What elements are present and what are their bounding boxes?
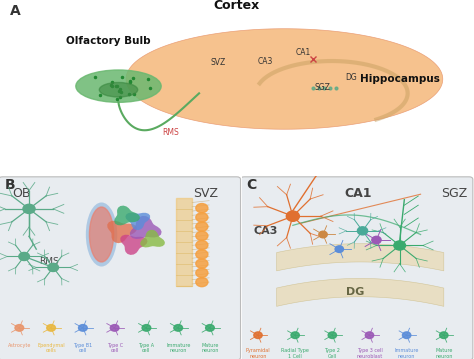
Text: CA3: CA3: [253, 227, 278, 237]
Text: Type B1
cell: Type B1 cell: [73, 342, 92, 353]
Text: Hippocampus: Hippocampus: [360, 74, 440, 84]
FancyBboxPatch shape: [241, 177, 473, 359]
Text: CA1: CA1: [296, 47, 311, 57]
Polygon shape: [122, 233, 148, 254]
Text: RMS: RMS: [39, 257, 58, 266]
Text: CA1: CA1: [344, 187, 372, 200]
Text: Type 3 cell
neuroblast: Type 3 cell neuroblast: [356, 348, 383, 359]
Circle shape: [357, 227, 368, 235]
Text: CA3: CA3: [258, 56, 273, 66]
Text: Pyramidal
neuron: Pyramidal neuron: [246, 348, 270, 359]
Circle shape: [206, 325, 214, 331]
Ellipse shape: [86, 202, 117, 266]
Circle shape: [47, 325, 55, 331]
Circle shape: [174, 325, 182, 331]
Circle shape: [365, 332, 374, 339]
Polygon shape: [277, 279, 444, 306]
Circle shape: [48, 264, 58, 271]
Circle shape: [196, 268, 208, 278]
Text: SGZ: SGZ: [441, 187, 468, 200]
Polygon shape: [126, 210, 151, 228]
Circle shape: [23, 204, 35, 214]
Circle shape: [15, 325, 24, 331]
Text: SGZ: SGZ: [314, 83, 330, 93]
Circle shape: [99, 83, 137, 97]
Text: Type C
cell: Type C cell: [107, 342, 123, 353]
Polygon shape: [129, 219, 162, 242]
Circle shape: [196, 259, 208, 268]
Polygon shape: [115, 206, 140, 227]
Text: DG: DG: [345, 73, 356, 82]
Text: C: C: [246, 178, 256, 192]
Text: SVZ: SVZ: [210, 58, 226, 67]
Text: Type 2
Cell: Type 2 Cell: [324, 348, 340, 359]
Polygon shape: [107, 221, 137, 243]
Circle shape: [196, 213, 208, 222]
Text: Astrocyte: Astrocyte: [8, 342, 31, 348]
Circle shape: [79, 325, 87, 331]
Text: OB: OB: [12, 187, 31, 200]
Text: Immature
neuron: Immature neuron: [166, 342, 191, 353]
Circle shape: [328, 332, 337, 339]
Text: Mature
neuron: Mature neuron: [435, 348, 453, 359]
Circle shape: [196, 278, 208, 287]
Circle shape: [254, 332, 262, 339]
Bar: [176, 198, 192, 286]
Text: SVZ: SVZ: [193, 187, 219, 200]
Text: DG: DG: [346, 287, 365, 297]
Circle shape: [335, 246, 344, 252]
Polygon shape: [277, 244, 444, 271]
Circle shape: [142, 325, 151, 331]
Polygon shape: [126, 29, 443, 129]
Circle shape: [402, 332, 411, 339]
Text: Cortex: Cortex: [214, 0, 260, 12]
Text: Mature
neuron: Mature neuron: [201, 342, 219, 353]
Circle shape: [110, 325, 119, 331]
Text: RMS: RMS: [162, 128, 179, 137]
Circle shape: [394, 241, 405, 250]
Circle shape: [196, 250, 208, 259]
Text: Type A
cell: Type A cell: [138, 342, 155, 353]
FancyBboxPatch shape: [0, 177, 240, 359]
Text: Olfactory Bulb: Olfactory Bulb: [66, 36, 151, 46]
Circle shape: [196, 204, 208, 213]
Circle shape: [372, 236, 381, 244]
Circle shape: [76, 70, 161, 102]
Circle shape: [319, 231, 327, 238]
Text: A: A: [9, 4, 20, 18]
Text: Ependymal
cells: Ependymal cells: [37, 342, 65, 353]
Text: B: B: [5, 178, 16, 192]
Circle shape: [196, 222, 208, 231]
Polygon shape: [141, 230, 165, 248]
Circle shape: [291, 332, 300, 339]
Text: Radial Type
1 Cell: Radial Type 1 Cell: [281, 348, 309, 359]
Ellipse shape: [90, 207, 114, 262]
Circle shape: [196, 231, 208, 241]
Circle shape: [439, 332, 448, 339]
Text: Immature
neuron: Immature neuron: [394, 348, 419, 359]
Circle shape: [19, 252, 29, 261]
Circle shape: [196, 241, 208, 250]
Circle shape: [286, 211, 300, 221]
